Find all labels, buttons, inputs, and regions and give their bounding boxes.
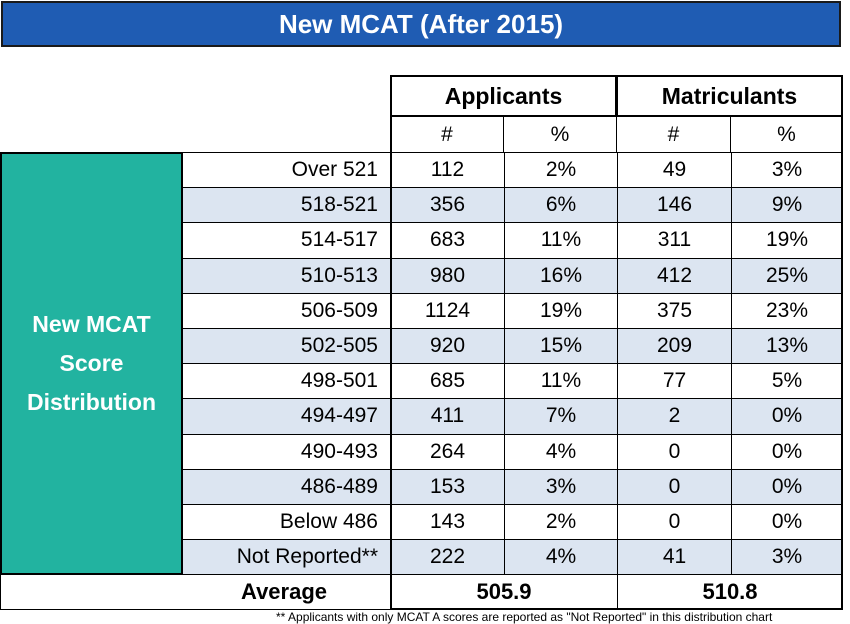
matriculants-percent: 13% bbox=[731, 328, 843, 365]
applicants-percent: 16% bbox=[504, 257, 618, 294]
applicants-percent: 2% bbox=[504, 152, 618, 189]
applicants-percent: 19% bbox=[504, 292, 618, 329]
applicants-percent: 11% bbox=[504, 363, 618, 400]
matriculants-percent: 9% bbox=[731, 187, 843, 224]
matriculants-header: Matriculants bbox=[616, 75, 843, 117]
applicants-count: 1124 bbox=[390, 292, 505, 329]
matriculants-count: 49 bbox=[617, 152, 732, 189]
matriculants-percent-header: % bbox=[730, 116, 843, 153]
matriculants-percent: 19% bbox=[731, 222, 843, 259]
matriculants-percent: 5% bbox=[731, 363, 843, 400]
matriculants-percent: 25% bbox=[731, 257, 843, 294]
matriculants-count: 77 bbox=[617, 363, 732, 400]
applicants-percent: 11% bbox=[504, 222, 618, 259]
matriculants-percent: 0% bbox=[731, 504, 843, 541]
applicants-percent: 15% bbox=[504, 328, 618, 365]
matriculants-count: 2 bbox=[617, 398, 732, 435]
applicants-count: 356 bbox=[390, 187, 505, 224]
applicants-percent: 2% bbox=[504, 504, 618, 541]
score-range-label: 490-493 bbox=[182, 433, 391, 470]
applicants-count: 112 bbox=[390, 152, 505, 189]
applicants-count: 685 bbox=[390, 363, 505, 400]
matriculants-percent: 0% bbox=[731, 398, 843, 435]
score-range-label: 510-513 bbox=[182, 257, 391, 294]
applicants-percent: 4% bbox=[504, 539, 618, 576]
score-range-label: Over 521 bbox=[182, 152, 391, 189]
matriculants-count: 0 bbox=[617, 468, 732, 505]
score-range-label: 506-509 bbox=[182, 292, 391, 329]
matriculants-average: 510.8 bbox=[617, 574, 843, 610]
score-range-label: 486-489 bbox=[182, 468, 391, 505]
applicants-count: 980 bbox=[390, 257, 505, 294]
applicants-header: Applicants bbox=[390, 75, 617, 117]
applicants-count: 683 bbox=[390, 222, 505, 259]
matriculants-count: 209 bbox=[617, 328, 732, 365]
matriculants-count: 41 bbox=[617, 539, 732, 576]
footnote: ** Applicants with only MCAT A scores ar… bbox=[276, 610, 773, 624]
score-range-label: Not Reported** bbox=[182, 539, 391, 576]
applicants-count: 143 bbox=[390, 504, 505, 541]
score-range-label: 514-517 bbox=[182, 222, 391, 259]
average-label: Average bbox=[0, 574, 391, 610]
matriculants-count: 146 bbox=[617, 187, 732, 224]
applicants-percent: 7% bbox=[504, 398, 618, 435]
title-banner: New MCAT (After 2015) bbox=[1, 1, 841, 47]
page-title: New MCAT (After 2015) bbox=[278, 8, 564, 39]
matriculants-count-header: # bbox=[616, 116, 731, 153]
matriculants-percent: 3% bbox=[731, 539, 843, 576]
applicants-percent-header: % bbox=[503, 116, 617, 153]
applicants-count-header: # bbox=[390, 116, 504, 153]
matriculants-percent: 23% bbox=[731, 292, 843, 329]
score-range-label: 502-505 bbox=[182, 328, 391, 365]
applicants-count: 153 bbox=[390, 468, 505, 505]
matriculants-count: 412 bbox=[617, 257, 732, 294]
score-range-label: Below 486 bbox=[182, 504, 391, 541]
applicants-average: 505.9 bbox=[390, 574, 618, 610]
matriculants-percent: 0% bbox=[731, 468, 843, 505]
matriculants-percent: 0% bbox=[731, 433, 843, 470]
applicants-percent: 6% bbox=[504, 187, 618, 224]
matriculants-count: 375 bbox=[617, 292, 732, 329]
matriculants-count: 0 bbox=[617, 504, 732, 541]
matriculants-count: 0 bbox=[617, 433, 732, 470]
applicants-percent: 3% bbox=[504, 468, 618, 505]
applicants-count: 264 bbox=[390, 433, 505, 470]
score-range-label: 518-521 bbox=[182, 187, 391, 224]
applicants-percent: 4% bbox=[504, 433, 618, 470]
matriculants-percent: 3% bbox=[731, 152, 843, 189]
applicants-count: 411 bbox=[390, 398, 505, 435]
score-range-label: 498-501 bbox=[182, 363, 391, 400]
side-label: New MCAT Score Distribution bbox=[0, 152, 183, 576]
applicants-count: 920 bbox=[390, 328, 505, 365]
score-range-label: 494-497 bbox=[182, 398, 391, 435]
applicants-count: 222 bbox=[390, 539, 505, 576]
matriculants-count: 311 bbox=[617, 222, 732, 259]
